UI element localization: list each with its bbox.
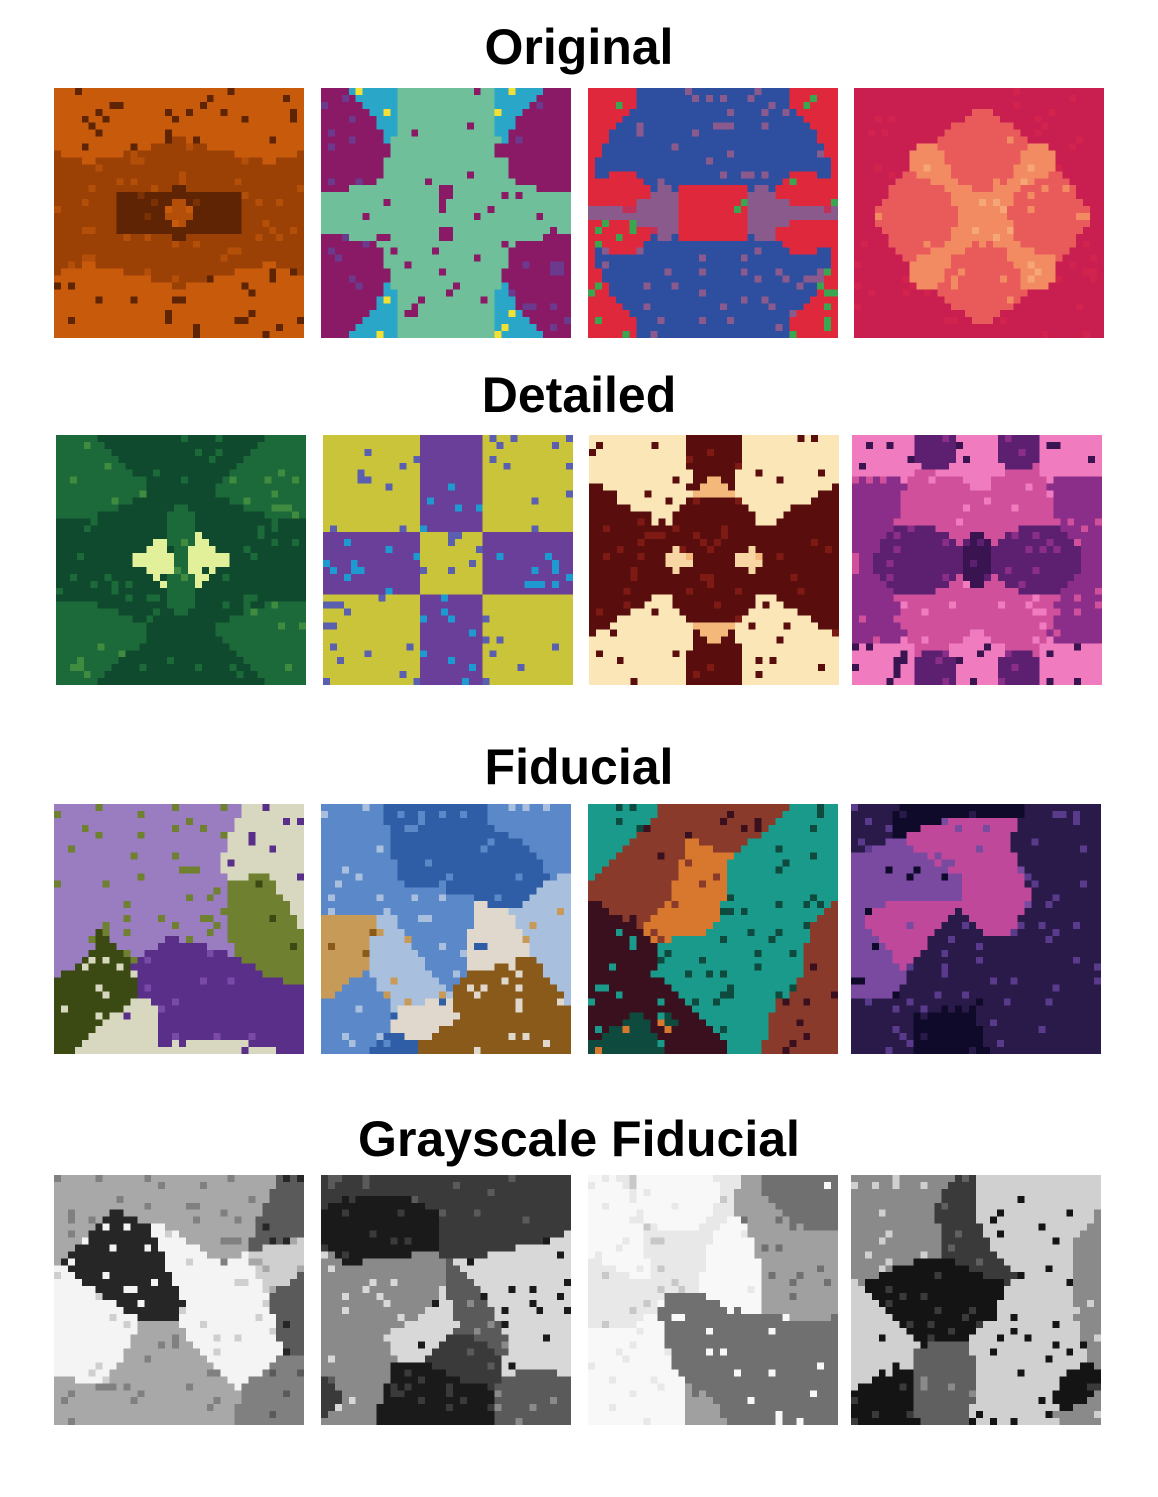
section-title-grayscale-fiducial: Grayscale Fiducial — [358, 1111, 800, 1167]
tile-fiducial-4 — [851, 804, 1101, 1054]
tile-detailed-2 — [323, 435, 573, 685]
section-title-original: Original — [484, 19, 674, 75]
tile-grayscale-3 — [588, 1175, 838, 1425]
tile-detailed-3 — [589, 435, 839, 685]
tile-original-4 — [854, 88, 1104, 338]
tile-fiducial-1 — [54, 804, 304, 1054]
tile-detailed-1 — [56, 435, 306, 685]
section-title-fiducial: Fiducial — [484, 739, 674, 795]
tile-original-3 — [588, 88, 838, 338]
tile-fiducial-2 — [321, 804, 571, 1054]
tile-fiducial-3 — [588, 804, 838, 1054]
section-title-detailed: Detailed — [481, 367, 677, 423]
tile-detailed-4 — [852, 435, 1102, 685]
tile-grayscale-1 — [54, 1175, 304, 1425]
tile-original-1 — [54, 88, 304, 338]
tile-grayscale-2 — [321, 1175, 571, 1425]
tile-grayscale-4 — [851, 1175, 1101, 1425]
tile-original-2 — [321, 88, 571, 338]
